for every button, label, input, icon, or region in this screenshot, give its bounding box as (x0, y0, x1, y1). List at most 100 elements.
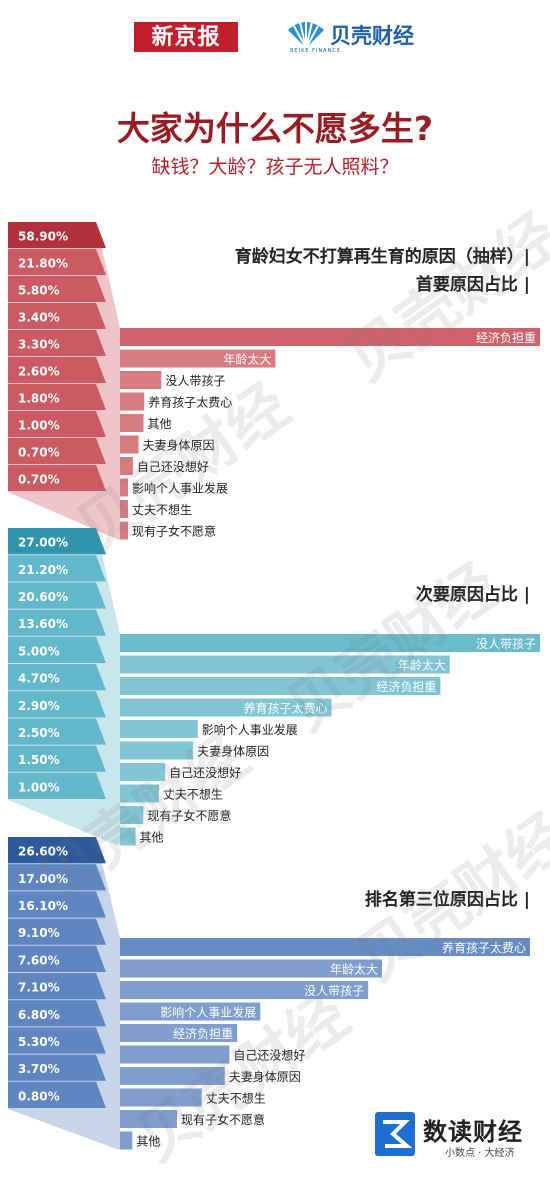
percent-stub (8, 772, 106, 799)
percent-stub (8, 582, 106, 609)
percent-stub (8, 411, 106, 437)
bar (120, 655, 450, 674)
bar (120, 435, 139, 454)
percent-stub (8, 864, 106, 891)
bar (120, 1002, 261, 1021)
section-subtitle: 排名第三位原因占比 | (365, 889, 530, 910)
section-title: 育龄妇女不打算再生育的原因（抽样）| (235, 246, 530, 267)
percent-stub (8, 555, 106, 582)
percent-label: 0.80% (18, 1089, 60, 1103)
percent-label: 7.10% (18, 981, 60, 995)
bar (120, 1067, 225, 1085)
percent-stub (8, 636, 106, 663)
percent-label: 1.80% (18, 392, 60, 406)
bar (120, 500, 128, 518)
percent-label: 2.60% (18, 365, 60, 379)
category-label: 没人带孩子 (165, 373, 225, 388)
bar (120, 1088, 202, 1107)
percent-stub (8, 691, 106, 718)
bar (120, 959, 383, 978)
category-label: 现有子女不愿意 (147, 808, 231, 823)
bar (120, 1110, 178, 1128)
percent-label: 6.80% (18, 1008, 60, 1022)
percent-stub (8, 945, 106, 972)
percent-stub (8, 465, 106, 491)
bar (120, 521, 128, 540)
percent-stub (8, 837, 106, 864)
bar (120, 634, 540, 652)
percent-label: 17.00% (18, 872, 68, 886)
category-label: 其他 (148, 417, 172, 431)
category-label: 年龄太大 (223, 352, 271, 367)
category-label: 经济负担重 (173, 1026, 233, 1041)
header: 新京报 贝壳财经 BEIKE FINANCE 大家为什么不愿多生? 缺钱？大龄？… (0, 0, 550, 200)
percent-label: 26.60% (18, 845, 68, 859)
bar (120, 698, 332, 717)
brand-beike-text: 贝壳财经 (330, 24, 414, 48)
percent-stub (8, 609, 106, 636)
percent-label: 27.00% (18, 536, 68, 550)
category-label: 自己还没想好 (137, 459, 209, 474)
category-label: 年龄太大 (330, 962, 378, 977)
percent-stub (8, 1081, 106, 1108)
percent-label: 1.50% (18, 753, 60, 767)
percent-stub (8, 891, 106, 918)
category-label: 养育孩子太费心 (148, 395, 232, 410)
percent-label: 4.70% (18, 672, 60, 686)
category-label: 现有子女不愿意 (132, 524, 216, 539)
percent-label: 2.50% (18, 726, 60, 740)
percent-label: 0.70% (18, 446, 60, 460)
percent-label: 58.90% (18, 230, 68, 244)
percent-label: 13.60% (18, 617, 68, 631)
category-label: 夫妻身体原因 (143, 438, 215, 453)
bar (120, 938, 530, 956)
percent-label: 16.10% (18, 899, 68, 913)
percent-stub (8, 973, 106, 1000)
percent-stub (8, 918, 106, 945)
category-label: 丈夫不想生 (163, 787, 223, 802)
category-label: 影响个人事业发展 (202, 722, 298, 737)
bar (120, 1131, 133, 1150)
category-label: 丈夫不想生 (206, 1091, 266, 1106)
bar (120, 806, 144, 824)
category-label: 自己还没想好 (169, 765, 241, 780)
percent-label: 21.80% (18, 257, 68, 271)
bar (120, 827, 136, 846)
bar (120, 328, 540, 346)
category-label: 影响个人事业发展 (160, 1005, 256, 1020)
bar (120, 457, 133, 475)
percent-label: 3.40% (18, 311, 60, 325)
percent-label: 20.60% (18, 590, 68, 604)
category-label: 夫妻身体原因 (197, 744, 269, 759)
brand-beike-subtext: BEIKE FINANCE (290, 48, 341, 54)
percent-stub (8, 222, 106, 248)
logo-main-text: 数读财经 (423, 1118, 523, 1146)
page-title: 大家为什么不愿多生? (116, 109, 434, 148)
shell-icon (288, 21, 324, 49)
bar (120, 1045, 230, 1064)
bar (120, 392, 145, 411)
percent-label: 21.20% (18, 563, 68, 577)
category-label: 其他 (140, 831, 164, 845)
percent-label: 0.70% (18, 473, 60, 487)
percent-label: 5.80% (18, 284, 60, 298)
bar (120, 784, 159, 803)
section-subtitle: 首要原因占比 | (416, 274, 530, 295)
percent-stub (8, 357, 106, 383)
brand-beike-logo: 贝壳财经 (286, 20, 414, 60)
percent-label: 3.70% (18, 1062, 60, 1076)
category-label: 经济负担重 (376, 679, 436, 694)
percent-stub (8, 438, 106, 464)
bar (120, 478, 128, 497)
logo-sub-text: 小数点 · 大经济 (445, 1148, 515, 1159)
category-label: 经济负担重 (476, 330, 536, 345)
category-label: 夫妻身体原因 (229, 1069, 301, 1084)
category-label: 养育孩子太费心 (244, 701, 328, 716)
percent-label: 2.90% (18, 699, 60, 713)
percent-stub (8, 276, 106, 302)
category-label: 丈夫不想生 (132, 502, 192, 517)
percent-stub (8, 745, 106, 772)
percent-label: 1.00% (18, 419, 60, 433)
percent-stub (8, 249, 106, 275)
